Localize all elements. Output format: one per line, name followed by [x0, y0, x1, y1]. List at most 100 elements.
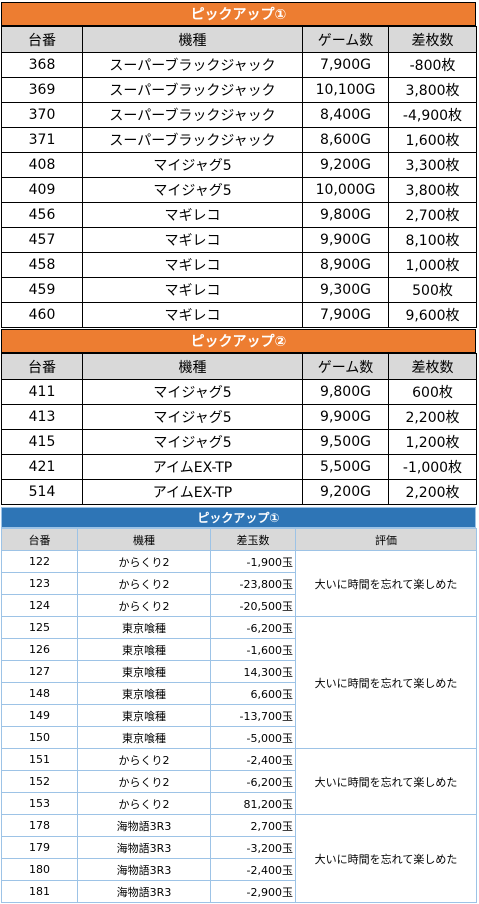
- cell-machine: 東京喰種: [77, 660, 211, 683]
- cell-diff: -1,000枚: [388, 454, 477, 480]
- cell-machine: 東京喰種: [77, 616, 211, 639]
- header-diff: 差枚数: [388, 26, 477, 53]
- cell-diff: 8,100枚: [388, 227, 477, 253]
- cell-diff: 3,800枚: [388, 77, 477, 103]
- table-row: 409 マイジャグ5 10,000G 3,800枚: [1, 177, 477, 203]
- header-diff: 差枚数: [388, 353, 477, 380]
- table-row: 122 からくり2 -1,900玉 大いに時間を忘れて楽しめた: [1, 550, 477, 617]
- cell-diff: 600枚: [388, 379, 477, 405]
- cell-unit-number: 457: [1, 227, 83, 253]
- pickup-table-2: ピックアップ② 台番 機種 ゲーム数 差枚数 411 マイジャグ5 9,800G 60…: [1, 329, 477, 505]
- cell-unit-number: 124: [1, 594, 78, 617]
- table-row: 149 東京喰種 -13,700玉: [1, 704, 477, 727]
- cell-diff: -4,900枚: [388, 102, 477, 128]
- cell-unit-number: 370: [1, 102, 83, 128]
- cell-games: 9,900G: [302, 227, 389, 253]
- cell-diff: 1,000枚: [388, 252, 477, 278]
- cell-balls: 2,700玉: [210, 814, 296, 837]
- cell-machine: 海物語3R3: [77, 836, 211, 859]
- table-row: 152 からくり2 -6,200玉: [1, 770, 477, 793]
- cell-unit-number: 148: [1, 682, 78, 705]
- table-row: 368 スーパーブラックジャック 7,900G -800枚: [1, 52, 477, 78]
- data-table: 台番 機種 ゲーム数 差枚数 368 スーパーブラックジャック 7,900G -800…: [1, 26, 477, 328]
- cell-unit-number: 456: [1, 202, 83, 228]
- cell-games: 9,800G: [302, 379, 389, 405]
- cell-machine: スーパーブラックジャック: [82, 77, 303, 103]
- cell-balls: -6,200玉: [210, 616, 296, 639]
- cell-unit-number: 127: [1, 660, 78, 683]
- cell-evaluation: 大いに時間を忘れて楽しめた: [295, 814, 477, 903]
- cell-balls: -2,400玉: [210, 748, 296, 771]
- cell-games: 8,600G: [302, 127, 389, 153]
- cell-machine: マイジャグ5: [82, 152, 303, 178]
- header-unit-number: 台番: [1, 353, 83, 380]
- cell-unit-number: 149: [1, 704, 78, 727]
- cell-machine: マギレコ: [82, 202, 303, 228]
- cell-unit-number: 181: [1, 880, 78, 903]
- table-row: 514 アイムEX-TP 9,200G 2,200枚: [1, 479, 477, 505]
- cell-machine: からくり2: [77, 792, 211, 815]
- cell-unit-number: 408: [1, 152, 83, 178]
- header-machine: 機種: [77, 528, 211, 551]
- table-row: 411 マイジャグ5 9,800G 600枚: [1, 379, 477, 405]
- cell-evaluation: 大いに時間を忘れて楽しめた: [295, 550, 477, 617]
- data-table: 台番 機種 差玉数 評価 122 からくり2 -1,900玉 大いに時間を忘れて楽しめ…: [1, 528, 477, 903]
- table-row: 151 からくり2 -2,400玉 大いに時間を忘れて楽しめた: [1, 748, 477, 815]
- cell-machine: 東京喰種: [77, 704, 211, 727]
- cell-machine: マイジャグ5: [82, 404, 303, 430]
- header-machine: 機種: [82, 353, 303, 380]
- table-row: 150 東京喰種 -5,000玉: [1, 726, 477, 749]
- cell-balls: 81,200玉: [210, 792, 296, 815]
- cell-unit-number: 458: [1, 252, 83, 278]
- cell-games: 5,500G: [302, 454, 389, 480]
- header-unit-number: 台番: [1, 528, 78, 551]
- header-evaluation: 評価: [295, 528, 477, 551]
- cell-games: 9,200G: [302, 152, 389, 178]
- cell-machine: からくり2: [77, 572, 211, 595]
- header-machine: 機種: [82, 26, 303, 53]
- data-table: 台番 機種 ゲーム数 差枚数 411 マイジャグ5 9,800G 600枚 413 マイジ…: [1, 353, 477, 505]
- cell-balls: -1,900玉: [210, 550, 296, 573]
- cell-machine: マイジャグ5: [82, 429, 303, 455]
- cell-unit-number: 415: [1, 429, 83, 455]
- cell-diff: 2,200枚: [388, 479, 477, 505]
- cell-diff: -800枚: [388, 52, 477, 78]
- table-row: 460 マギレコ 7,900G 9,600枚: [1, 302, 477, 328]
- cell-unit-number: 125: [1, 616, 78, 639]
- cell-unit-number: 409: [1, 177, 83, 203]
- table-row: 458 マギレコ 8,900G 1,000枚: [1, 252, 477, 278]
- cell-machine: アイムEX-TP: [82, 479, 303, 505]
- cell-machine: 東京喰種: [77, 682, 211, 705]
- table-row: 459 マギレコ 9,300G 500枚: [1, 277, 477, 303]
- cell-balls: -20,500玉: [210, 594, 296, 617]
- table-row: 371 スーパーブラックジャック 8,600G 1,600枚: [1, 127, 477, 153]
- cell-machine: アイムEX-TP: [82, 454, 303, 480]
- cell-unit-number: 180: [1, 858, 78, 881]
- cell-games: 7,900G: [302, 52, 389, 78]
- table-row: 370 スーパーブラックジャック 8,400G -4,900枚: [1, 102, 477, 128]
- header-games: ゲーム数: [302, 26, 389, 53]
- table-row: 127 東京喰種 14,300玉: [1, 660, 477, 683]
- cell-balls: 14,300玉: [210, 660, 296, 683]
- cell-machine: 東京喰種: [77, 726, 211, 749]
- cell-diff: 9,600枚: [388, 302, 477, 328]
- table-row: 124 からくり2 -20,500玉: [1, 594, 477, 617]
- cell-games: 8,400G: [302, 102, 389, 128]
- cell-diff: 1,200枚: [388, 429, 477, 455]
- cell-evaluation: 大いに時間を忘れて楽しめた: [295, 748, 477, 815]
- header-row: 台番 機種 ゲーム数 差枚数: [1, 26, 477, 53]
- cell-balls: -23,800玉: [210, 572, 296, 595]
- header-unit-number: 台番: [1, 26, 83, 53]
- cell-diff: 3,300枚: [388, 152, 477, 178]
- cell-machine: マイジャグ5: [82, 177, 303, 203]
- cell-machine: からくり2: [77, 770, 211, 793]
- cell-unit-number: 150: [1, 726, 78, 749]
- cell-unit-number: 178: [1, 814, 78, 837]
- cell-balls: -2,400玉: [210, 858, 296, 881]
- cell-machine: からくり2: [77, 748, 211, 771]
- table-row: 456 マギレコ 9,800G 2,700枚: [1, 202, 477, 228]
- header-row: 台番 機種 差玉数 評価: [1, 528, 477, 551]
- cell-machine: 東京喰種: [77, 638, 211, 661]
- cell-diff: 2,700枚: [388, 202, 477, 228]
- cell-unit-number: 413: [1, 404, 83, 430]
